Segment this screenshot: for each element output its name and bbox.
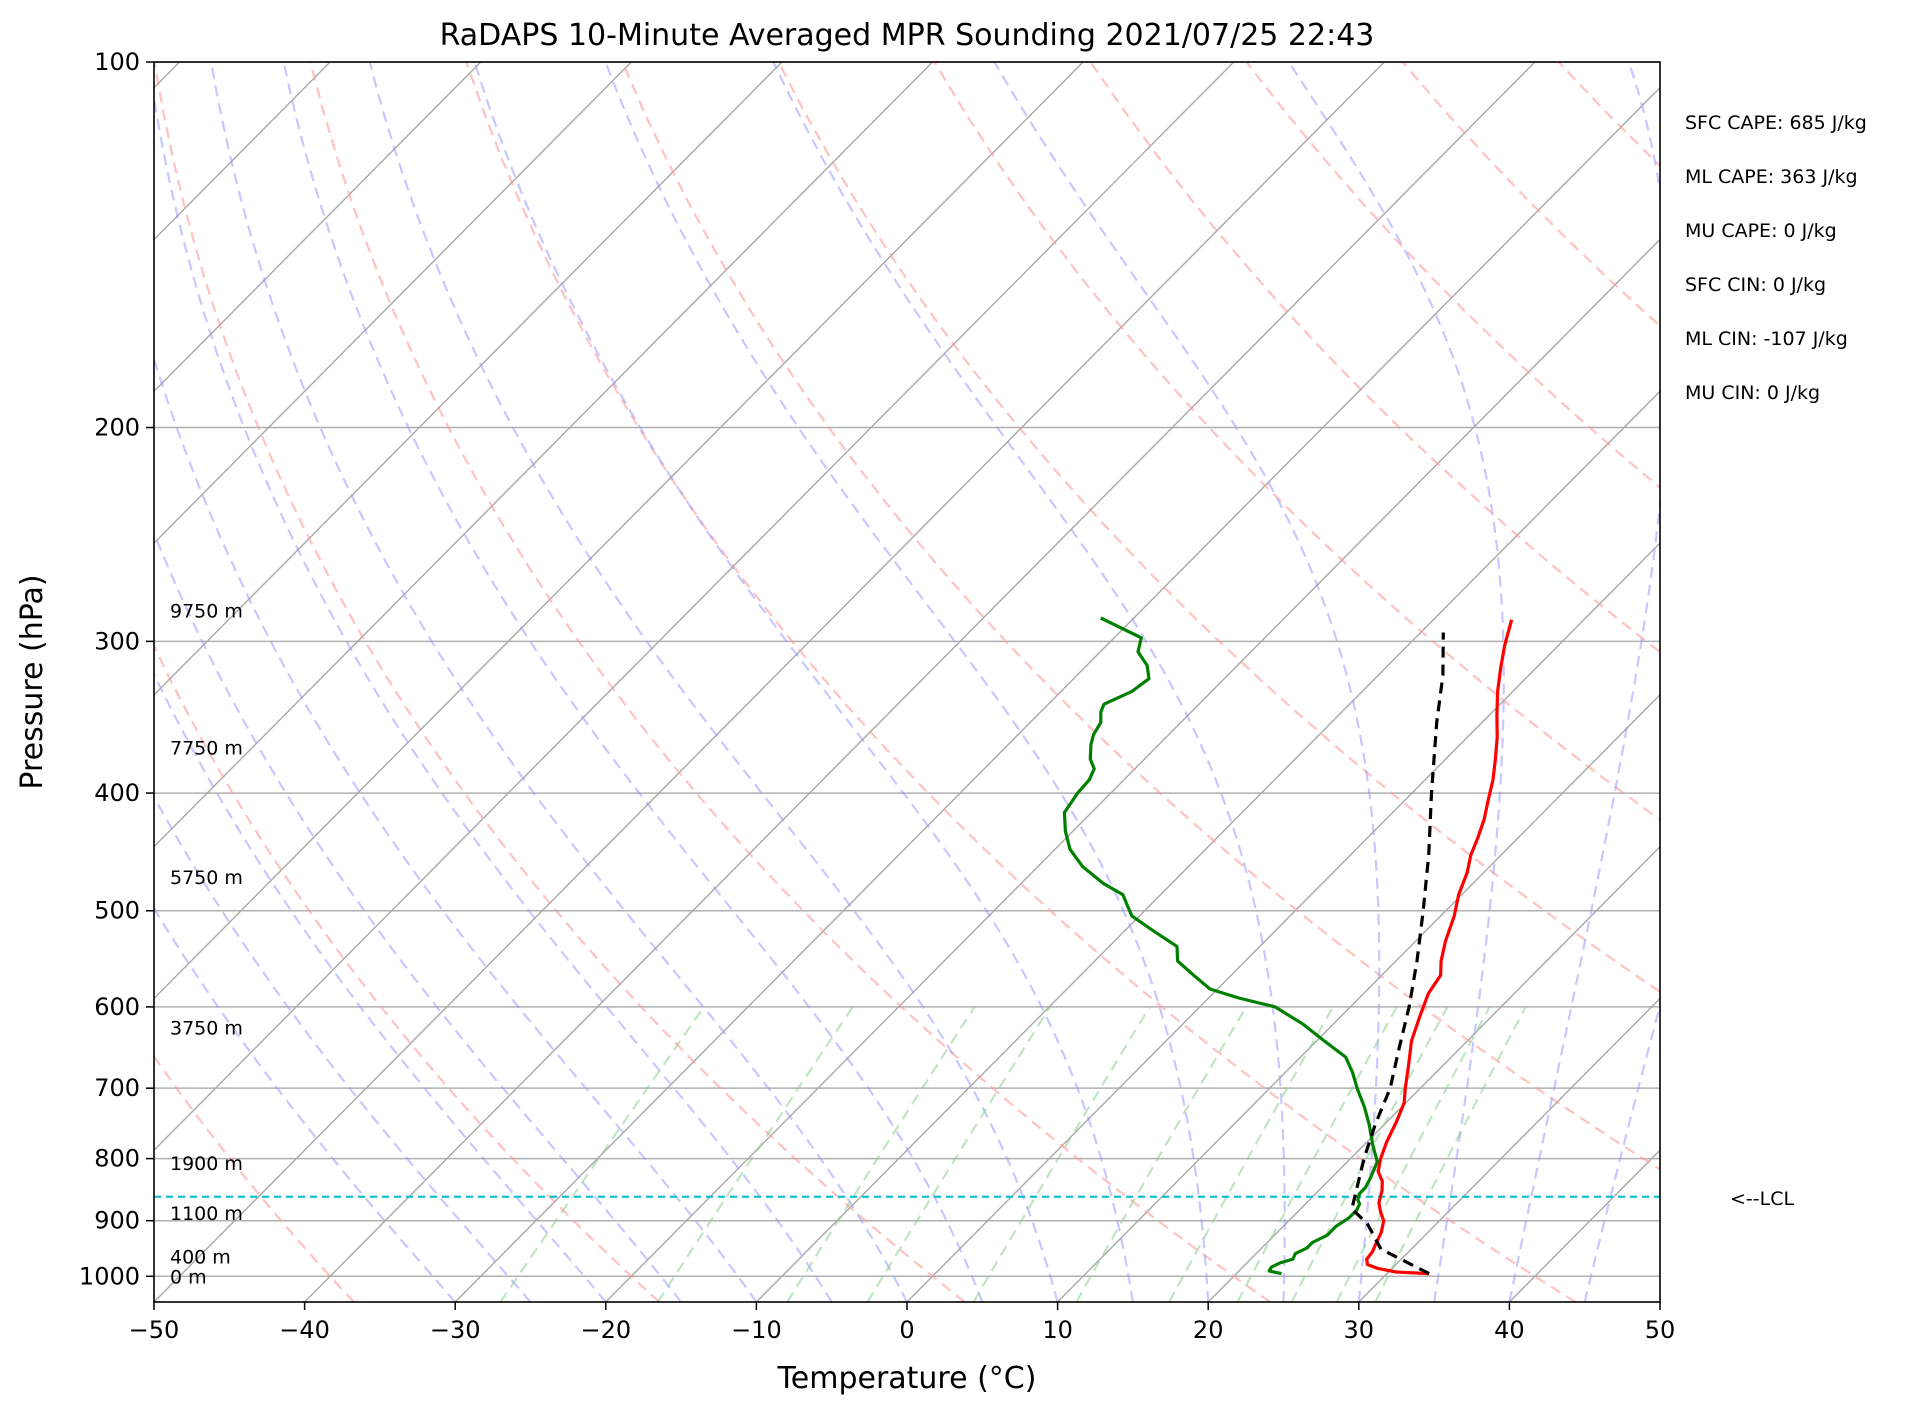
stat-label: ML CIN: -107 J/kg bbox=[1685, 328, 1848, 350]
lcl-label: <--LCL bbox=[1730, 1188, 1794, 1210]
stat-label: MU CAPE: 0 J/kg bbox=[1685, 220, 1837, 242]
y-tick-label: 1000 bbox=[79, 1262, 140, 1290]
y-tick-label: 500 bbox=[94, 897, 140, 925]
height-label: 1900 m bbox=[170, 1153, 243, 1175]
y-tick-label: 100 bbox=[94, 48, 140, 76]
stat-label: ML CAPE: 363 J/kg bbox=[1685, 166, 1858, 188]
y-tick-label: 200 bbox=[94, 414, 140, 442]
y-tick-label: 300 bbox=[94, 627, 140, 655]
y-tick-label: 400 bbox=[94, 779, 140, 807]
y-axis-label: Pressure (hPa) bbox=[15, 574, 50, 789]
y-tick-label: 700 bbox=[94, 1074, 140, 1102]
x-tick-label: −40 bbox=[279, 1316, 330, 1344]
x-tick-label: 10 bbox=[1042, 1316, 1073, 1344]
height-label: 0 m bbox=[170, 1266, 207, 1288]
x-tick-label: −20 bbox=[580, 1316, 631, 1344]
x-tick-label: 50 bbox=[1645, 1316, 1676, 1344]
stat-label: SFC CAPE: 685 J/kg bbox=[1685, 112, 1867, 134]
x-axis-label: Temperature (°C) bbox=[777, 1361, 1037, 1396]
x-tick-label: 40 bbox=[1494, 1316, 1525, 1344]
height-label: 9750 m bbox=[170, 601, 243, 623]
y-tick-label: 600 bbox=[94, 993, 140, 1021]
x-tick-label: 0 bbox=[899, 1316, 914, 1344]
x-tick-label: −30 bbox=[430, 1316, 481, 1344]
y-tick-label: 900 bbox=[94, 1207, 140, 1235]
x-tick-label: −10 bbox=[731, 1316, 782, 1344]
height-label: 7750 m bbox=[170, 738, 243, 760]
x-tick-label: −50 bbox=[129, 1316, 180, 1344]
stat-label: SFC CIN: 0 J/kg bbox=[1685, 274, 1826, 296]
stat-label: MU CIN: 0 J/kg bbox=[1685, 382, 1820, 404]
height-label: 1100 m bbox=[170, 1203, 243, 1225]
height-label: 400 m bbox=[170, 1246, 231, 1268]
chart-title: RaDAPS 10-Minute Averaged MPR Sounding 2… bbox=[440, 18, 1375, 53]
y-tick-label: 800 bbox=[94, 1145, 140, 1173]
height-label: 5750 m bbox=[170, 867, 243, 889]
x-tick-label: 30 bbox=[1344, 1316, 1375, 1344]
height-label: 3750 m bbox=[170, 1018, 243, 1040]
x-tick-label: 20 bbox=[1193, 1316, 1224, 1344]
